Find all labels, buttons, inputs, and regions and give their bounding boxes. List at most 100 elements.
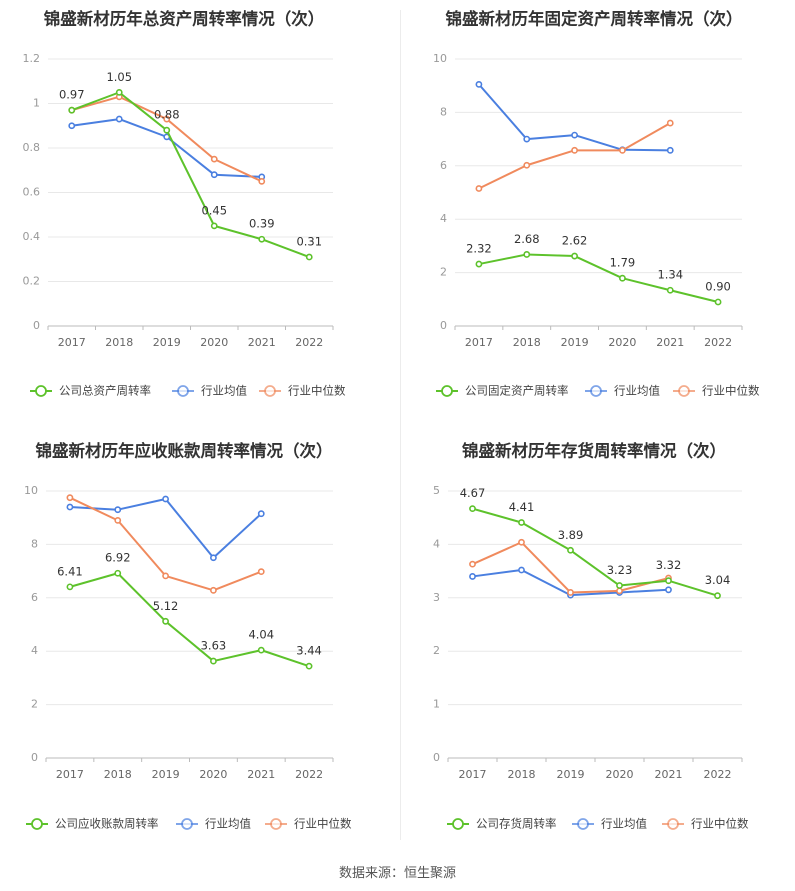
data-point-company xyxy=(115,88,123,96)
legend: 公司固定资产周转率 行业均值 行业中位数 xyxy=(436,384,760,398)
y-tick-label: 0 xyxy=(433,751,440,764)
y-tick-label: 0.4 xyxy=(23,230,41,243)
data-point-avg xyxy=(518,566,525,574)
x-tick-label: 2022 xyxy=(704,768,732,781)
data-label: 4.41 xyxy=(509,500,535,514)
data-label: 0.31 xyxy=(296,235,322,249)
y-tick-label: 6 xyxy=(31,591,38,604)
y-tick-label: 4 xyxy=(31,644,38,657)
data-point-avg xyxy=(210,554,217,562)
legend-item-company: 公司固定资产周转率 xyxy=(436,384,569,398)
data-point-median xyxy=(114,516,122,524)
data-point-avg xyxy=(257,510,265,518)
data-point-company xyxy=(567,546,574,554)
legend-label: 行业均值 xyxy=(201,384,247,398)
data-point-median xyxy=(523,161,531,169)
x-tick-label: 2019 xyxy=(153,336,181,349)
legend-item-company: 公司总资产周转率 xyxy=(30,384,151,398)
data-point-median xyxy=(257,568,265,576)
data-point-avg xyxy=(210,171,218,179)
x-tick-label: 2022 xyxy=(295,768,323,781)
y-tick-label: 2 xyxy=(433,644,440,657)
data-label: 4.67 xyxy=(460,486,486,500)
legend-item-avg: 行业均值 xyxy=(176,817,251,831)
data-label: 6.92 xyxy=(105,551,131,565)
data-point-avg xyxy=(523,135,531,143)
legend-swatch-marker xyxy=(678,385,690,397)
data-point-avg xyxy=(114,506,122,514)
legend-item-median: 行业中位数 xyxy=(259,384,346,398)
x-tick-label: 2017 xyxy=(465,336,493,349)
y-tick-label: 0 xyxy=(31,751,38,764)
data-point-median xyxy=(163,115,171,123)
data-point-median xyxy=(567,589,574,596)
data-point-company xyxy=(68,106,76,114)
legend-label: 行业中位数 xyxy=(691,817,749,831)
data-point-avg xyxy=(666,146,674,154)
x-tick-label: 2022 xyxy=(704,336,732,349)
legend-swatch-marker xyxy=(577,818,589,830)
chart-panel-1: 锦盛新材历年总资产周转率情况（次） 0 0.2 0.4 0.6 0.8 1 1.2 2017 20… xyxy=(23,9,346,398)
x-tick-label: 2018 xyxy=(513,336,541,349)
chart-title: 锦盛新材历年应收账款周转率情况（次） xyxy=(36,441,333,461)
legend-label: 行业均值 xyxy=(601,817,647,831)
legend-item-avg: 行业均值 xyxy=(572,817,647,831)
chart-title: 锦盛新材历年总资产周转率情况（次） xyxy=(44,9,325,29)
legend-swatch-marker xyxy=(667,818,679,830)
legend: 公司存货周转率 行业均值 行业中位数 xyxy=(447,817,749,831)
y-tick-label: 5 xyxy=(433,484,440,497)
data-label: 3.04 xyxy=(705,573,731,587)
chart-title: 锦盛新材历年存货周转率情况（次） xyxy=(462,441,726,461)
data-point-median xyxy=(258,177,266,185)
series-line-avg xyxy=(69,498,262,559)
series-line-company xyxy=(478,253,719,303)
data-label: 0.45 xyxy=(201,203,227,217)
y-tick-label: 0 xyxy=(440,319,447,332)
y-tick-label: 4 xyxy=(440,212,447,225)
y-tick-label: 10 xyxy=(433,52,447,65)
y-tick-label: 8 xyxy=(440,105,447,118)
data-point-company xyxy=(619,274,626,282)
data-label: 0.97 xyxy=(59,88,85,102)
data-point-company xyxy=(162,617,169,625)
y-tick-label: 3 xyxy=(433,591,440,604)
x-tick-label: 2021 xyxy=(656,336,684,349)
data-label: 3.63 xyxy=(201,639,227,653)
legend-label: 公司固定资产周转率 xyxy=(465,384,569,398)
data-label: 5.12 xyxy=(153,599,179,613)
data-point-company xyxy=(714,592,721,600)
chart-panel-3: 锦盛新材历年应收账款周转率情况（次） 0 2 4 6 8 10 2017 2018 2019 202… xyxy=(24,441,352,831)
data-point-median xyxy=(469,560,476,568)
data-label: 6.41 xyxy=(57,564,83,578)
y-tick-label: 2 xyxy=(440,266,447,279)
legend-item-avg: 行业均值 xyxy=(172,384,247,398)
data-point-median xyxy=(666,119,674,127)
x-tick-label: 2018 xyxy=(104,768,132,781)
x-tick-label: 2022 xyxy=(295,336,323,349)
legend-swatch-marker xyxy=(177,385,189,397)
legend-item-company: 公司应收账款周转率 xyxy=(26,817,159,831)
chart-panel-2: 锦盛新材历年固定资产周转率情况（次） 0 2 4 6 8 10 2017 2018 2019 202… xyxy=(433,9,760,398)
x-tick-label: 2018 xyxy=(105,336,133,349)
data-point-avg xyxy=(665,586,672,594)
data-label: 3.44 xyxy=(296,644,322,658)
y-tick-label: 8 xyxy=(31,537,38,550)
legend-label: 行业中位数 xyxy=(294,817,352,831)
legend: 公司总资产周转率 行业均值 行业中位数 xyxy=(30,384,346,398)
y-tick-label: 6 xyxy=(440,159,447,172)
data-point-company xyxy=(518,519,525,526)
data-point-company xyxy=(714,298,722,306)
data-point-company xyxy=(257,646,265,654)
data-label: 2.32 xyxy=(466,242,492,256)
data-point-company xyxy=(163,126,171,134)
y-tick-label: 10 xyxy=(24,484,38,497)
series-line-company xyxy=(69,572,310,668)
series-line-company xyxy=(472,507,718,597)
data-point-company xyxy=(305,253,313,261)
data-point-median xyxy=(210,155,218,163)
data-label: 3.89 xyxy=(558,528,584,542)
legend-label: 行业均值 xyxy=(205,817,251,831)
y-tick-label: 0.2 xyxy=(23,275,41,288)
data-point-company xyxy=(305,662,313,670)
data-point-company xyxy=(258,235,266,243)
